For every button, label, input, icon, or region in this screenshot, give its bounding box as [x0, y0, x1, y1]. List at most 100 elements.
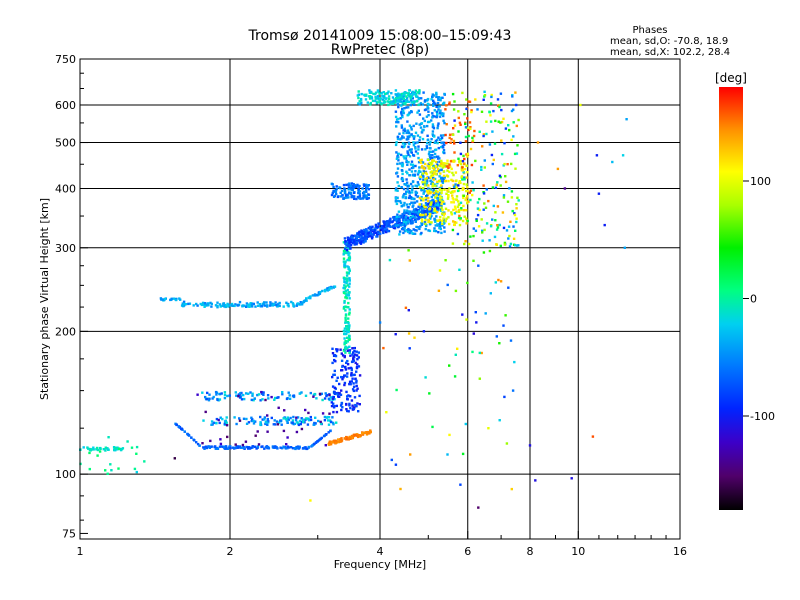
scatter-point: [340, 437, 343, 440]
scatter-point: [332, 402, 335, 405]
scatter-point: [422, 204, 426, 207]
scatter-point: [468, 100, 472, 103]
scatter-point: [314, 416, 317, 419]
scatter-point: [442, 217, 445, 220]
scatter-point: [345, 183, 348, 187]
scatter-point: [359, 434, 362, 437]
scatter-point: [412, 164, 415, 168]
scatter-point: [430, 214, 433, 218]
scatter-point: [413, 135, 416, 138]
scatter-point: [348, 338, 351, 341]
scatter-point: [458, 159, 461, 163]
scatter-point: [300, 420, 304, 424]
scatter-point: [426, 97, 430, 101]
scatter-point: [514, 244, 517, 247]
scatter-point: [385, 223, 388, 226]
scatter-point: [286, 447, 289, 450]
scatter-point: [217, 418, 220, 422]
scatter-point: [321, 412, 325, 415]
scatter-point: [462, 154, 465, 158]
scatter-point: [380, 103, 383, 106]
scatter-point: [225, 416, 228, 419]
scatter-point: [445, 165, 449, 168]
scatter-point: [465, 217, 468, 220]
scatter-point: [421, 213, 424, 217]
scatter-point: [455, 195, 459, 198]
scatter-point: [434, 229, 438, 233]
scatter-point: [489, 292, 492, 295]
scatter-point: [427, 192, 430, 195]
scatter-point: [448, 187, 451, 190]
scatter-point: [436, 181, 439, 185]
scatter-point: [343, 247, 347, 250]
y-axis-label: Stationary phase Virtual Height [km]: [38, 198, 51, 400]
scatter-point: [515, 244, 519, 247]
scatter-point: [442, 170, 446, 173]
scatter-point: [452, 139, 456, 143]
scatter-point: [461, 166, 464, 169]
scatter-point: [392, 100, 395, 103]
scatter-point: [254, 305, 257, 308]
scatter-point: [210, 305, 213, 308]
scatter-point: [419, 186, 422, 189]
scatter-point: [339, 440, 342, 443]
scatter-point: [351, 195, 354, 199]
scatter-point: [504, 175, 507, 178]
scatter-point: [126, 440, 129, 443]
scatter-point: [404, 192, 408, 196]
scatter-point: [436, 203, 439, 207]
scatter-point: [357, 239, 360, 242]
scatter-point: [508, 128, 511, 132]
scatter-point: [427, 114, 430, 117]
scatter-point: [330, 401, 333, 404]
scatter-point: [438, 189, 442, 192]
scatter-point: [507, 225, 511, 228]
scatter-point: [371, 228, 374, 231]
scatter-point: [415, 200, 419, 203]
scatter-point: [327, 288, 331, 291]
scatter-point: [348, 334, 351, 338]
scatter-point: [409, 216, 412, 220]
scatter-point: [476, 108, 479, 111]
scatter-point: [408, 111, 411, 114]
scatter-point: [332, 439, 335, 443]
scatter-point: [343, 355, 346, 359]
scatter-point: [284, 447, 288, 450]
scatter-point: [451, 242, 455, 245]
scatter-point: [365, 195, 368, 198]
scatter-point: [488, 110, 491, 113]
scatter-point: [437, 231, 440, 234]
scatter-point: [307, 296, 311, 300]
scatter-point: [424, 216, 427, 219]
scatter-point: [424, 222, 427, 226]
scatter-point: [495, 183, 498, 186]
scatter-point: [439, 172, 442, 175]
scatter-point: [457, 130, 460, 133]
scatter-point: [336, 195, 340, 199]
scatter-point: [357, 96, 360, 100]
scatter-point: [345, 325, 348, 328]
scatter-point: [408, 203, 412, 206]
scatter-point: [354, 242, 357, 245]
scatter-point: [428, 150, 431, 153]
scatter-point: [444, 207, 448, 210]
scatter-point: [357, 365, 361, 368]
scatter-point: [410, 110, 413, 114]
scatter-point: [420, 231, 423, 235]
scatter-point: [233, 416, 236, 419]
scatter-point: [471, 139, 475, 142]
scatter-point: [415, 185, 419, 188]
scatter-point: [408, 259, 411, 262]
scatter-point: [488, 143, 492, 146]
scatter-point: [344, 309, 347, 312]
scatter-point: [332, 423, 335, 426]
scatter-point: [473, 129, 476, 133]
scatter-point: [340, 440, 343, 443]
scatter-point: [441, 212, 444, 215]
scatter-point: [257, 304, 260, 307]
scatter-point: [221, 417, 224, 421]
scatter-point: [383, 229, 386, 232]
scatter-point: [466, 186, 469, 189]
scatter-point: [426, 107, 430, 110]
y-tick-label: 600: [55, 99, 76, 112]
